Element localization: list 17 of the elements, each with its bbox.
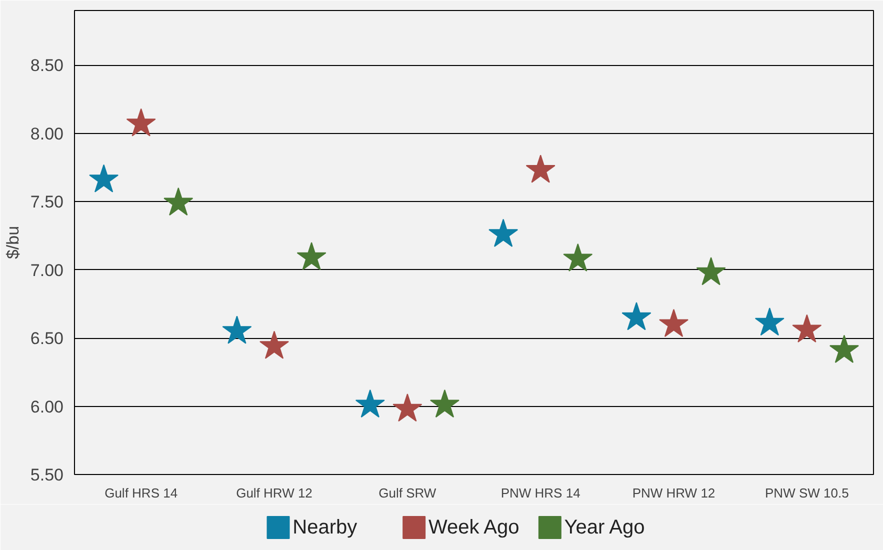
legend-label: Nearby [292, 516, 358, 538]
legend-label: Week Ago [428, 516, 520, 538]
x-tick-label: Gulf HRW 12 [236, 486, 312, 500]
x-tick-label: PNW HRS 14 [500, 486, 580, 500]
y-tick-label: 6.50 [30, 329, 64, 348]
y-tick-label: 5.50 [30, 466, 64, 484]
y-tick-label: 6.00 [30, 397, 64, 416]
x-tick-label: PNW SW 10.5 [765, 486, 849, 500]
y-tick-label: 7.50 [30, 192, 64, 212]
y-tick-label: 7.00 [30, 260, 64, 280]
y-tick-label: 8.00 [30, 124, 64, 144]
x-tick-label: Gulf SRW [378, 486, 437, 500]
x-tick-label: Gulf HRS 14 [104, 486, 178, 500]
legend-label: Year Ago [564, 516, 645, 538]
y-tick-label: 8.50 [30, 56, 64, 76]
y-axis-title: $/bu [3, 226, 22, 260]
x-tick-label: PNW HRW 12 [632, 486, 716, 500]
